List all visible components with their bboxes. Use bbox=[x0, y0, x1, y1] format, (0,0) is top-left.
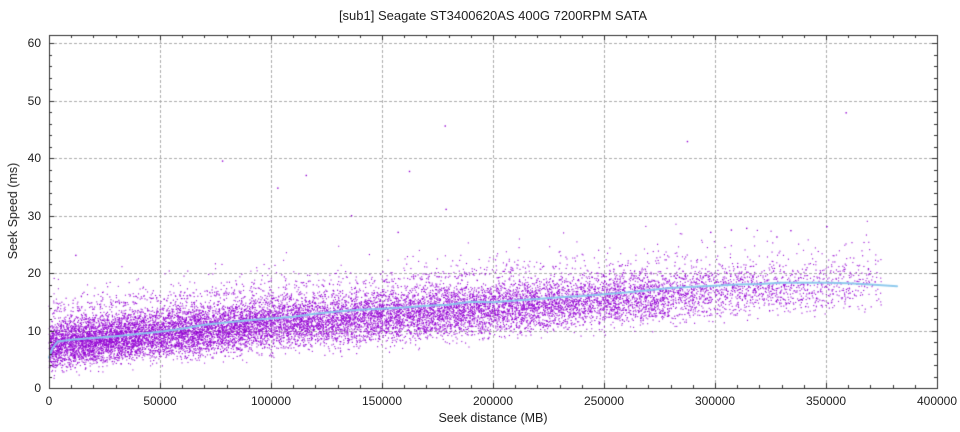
y-tick-label: 20 bbox=[27, 266, 41, 281]
x-axis-title: Seek distance (MB) bbox=[438, 411, 548, 425]
x-tick-label: 350000 bbox=[805, 394, 847, 408]
x-tick-label: 250000 bbox=[583, 394, 625, 408]
y-tick-label: 10 bbox=[27, 323, 41, 338]
y-tick-label: 40 bbox=[27, 151, 41, 166]
y-tick-label: 30 bbox=[27, 208, 41, 223]
x-tick-label: 100000 bbox=[250, 394, 292, 408]
x-tick-label: 150000 bbox=[361, 394, 403, 408]
y-tick-label: 0 bbox=[34, 381, 41, 395]
chart-title: [sub1] Seagate ST3400620AS 400G 7200RPM … bbox=[338, 8, 648, 23]
x-tick-label: 300000 bbox=[694, 394, 736, 408]
x-tick-label: 0 bbox=[45, 394, 53, 408]
x-tick-label: 50000 bbox=[143, 394, 177, 408]
x-tick-label: 400000 bbox=[916, 394, 958, 408]
y-tick-label: 50 bbox=[27, 93, 41, 108]
y-tick-label: 60 bbox=[27, 36, 41, 51]
x-tick-label: 200000 bbox=[472, 394, 514, 408]
